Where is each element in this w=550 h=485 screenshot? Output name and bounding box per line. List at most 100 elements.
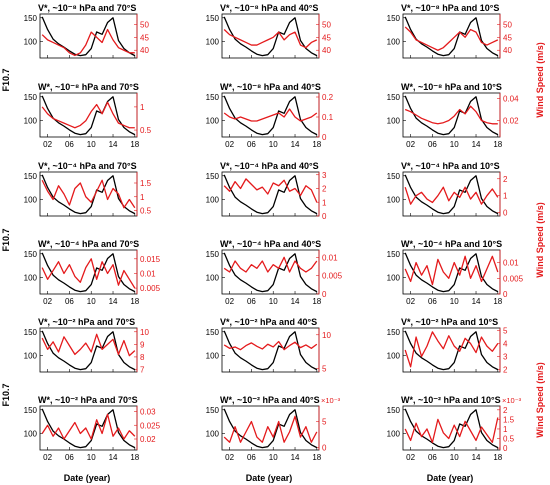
left-tick-label: 150 [206,406,220,415]
panel-title: W*, ~10⁻⁴ hPa and 70°S [38,239,139,249]
wind-speed-line [404,331,499,368]
left-tick-label: 150 [206,14,220,23]
panel-title: W*, ~10⁻⁸ hPa and 10°S [401,82,502,92]
right-tick-label: 1 [322,198,327,207]
x-tick-label: 18 [493,140,502,149]
left-tick-label: 150 [387,14,401,23]
left-tick-label: 100 [24,195,38,204]
x-tick-label: 06 [428,453,437,462]
left-tick-label: 150 [24,14,38,23]
panel-r5-c2: V*, ~10⁻² hPa and 40°S 100 150 5 10 [206,317,332,374]
x-tick-label: 14 [291,453,300,462]
f107-line [223,174,318,215]
f107-line [404,174,499,215]
panel-title: W*, ~10⁻² hPa and 10°S [401,395,501,405]
x-tick-label: 14 [291,140,300,149]
right-tick-label: 0 [503,290,508,299]
x-tick-label: 02 [43,297,52,306]
panel-r3-c3: V*, ~10⁻⁴ hPa and 10°S 100 150 0 1 2 [387,161,508,218]
x-tick-label: 18 [493,453,502,462]
x-tick-label: 18 [312,453,321,462]
right-tick-label: 0.01 [503,259,519,268]
left-tick-label: 100 [387,273,401,282]
f107-line [223,95,318,136]
right-tick-label: 0 [503,209,508,218]
panel-r6-c1: W*, ~10⁻² hPa and 70°S 100 150 0.02 0.025 0.0… [24,395,161,462]
x-tick-label: 02 [225,453,234,462]
left-tick-label: 150 [24,172,38,181]
right-tick-label: 1.5 [503,415,515,424]
panel-r3-c2: V*, ~10⁻⁴ hPa and 40°S 100 150 0 1 2 3 [206,161,327,221]
x-tick-label: 02 [406,140,415,149]
left-tick-label: 100 [387,116,401,125]
wind-speed-line [404,186,499,205]
x-tick-label: 02 [225,297,234,306]
left-tick-label: 100 [206,116,220,125]
x-tick-label: 06 [428,140,437,149]
x-tick-label: 10 [87,140,96,149]
right-tick-label: 0.005 [503,274,524,283]
right-tick-label: 1 [503,192,508,201]
right-tick-label: 0.02 [140,435,156,444]
f107-line [404,330,499,371]
wind-speed-line [41,101,135,129]
right-tick-label: 40 [503,46,512,55]
panel-r1-c2: V*, ~10⁻⁸ hPa and 40°S 100 150 40 45 50 [206,3,331,59]
right-tick-label: 9 [140,340,145,349]
left-tick-label: 150 [387,172,401,181]
wind-speed-line [404,26,499,51]
x-tick-label: 10 [450,140,459,149]
right-tick-label: 0.5 [140,126,152,135]
panel-r6-c2: W*, ~10⁻² hPa and 40°S 100 150 0 5 02 06 10 14 18… [206,395,341,462]
panel-title: V*, ~10⁻⁸ hPa and 10°S [401,3,499,13]
left-tick-label: 100 [387,37,401,46]
x-tick-label: 14 [472,453,481,462]
x-tick-label: 18 [130,297,139,306]
left-tick-label: 150 [24,93,38,102]
panel-title: V*, ~10⁻⁴ hPa and 10°S [401,161,500,171]
panel-r2-c3: W*, ~10⁻⁸ hPa and 10°S 100 150 0.02 0.04 02 06… [387,82,519,149]
wind-speed-line [41,258,136,289]
panel-r4-c1: W*, ~10⁻⁴ hPa and 70°S 100 150 0.005 0.01 0.0… [24,239,161,306]
right-tick-label: 10 [140,328,149,337]
left-tick-label: 100 [24,351,38,360]
left-tick-label: 150 [206,250,220,259]
f107-line [223,330,318,371]
right-tick-label: 0.5 [140,207,152,216]
f107-line [404,408,499,449]
panel-title: V*, ~10⁻⁸ hPa and 70°S [38,3,136,13]
f107-line [41,16,136,57]
panel-title: W*, ~10⁻⁸ hPa and 40°S [220,82,321,92]
right-tick-label: 1 [503,425,508,434]
right-tick-label: 10 [322,331,331,340]
x-tick-label: 10 [87,297,96,306]
left-tick-label: 150 [206,328,220,337]
panel-title: V*, ~10⁻² hPa and 40°S [220,317,317,327]
left-tick-label: 100 [387,351,401,360]
panel-title: V*, ~10⁻⁴ hPa and 40°S [220,161,319,171]
right-ylabel-upper: Wind Speed (m/s) [535,42,545,117]
f107-line [41,174,136,215]
x-tick-label: 02 [406,453,415,462]
x-axis-label-col3: Date (year) [427,473,474,483]
left-tick-label: 100 [206,429,220,438]
panel-title: V*, ~10⁻⁴ hPa and 70°S [38,161,137,171]
right-tick-label: 0.1 [322,113,334,122]
right-tick-label: 0.04 [503,95,519,104]
panel-title: W*, ~10⁻⁸ hPa and 70°S [38,82,139,92]
x-tick-label: 10 [269,297,278,306]
panel-r4-c3: W*, ~10⁻⁴ hPa and 10°S 100 150 0 0.005 0.01 02… [387,239,524,306]
left-tick-label: 100 [206,351,220,360]
left-tick-label: 100 [206,273,220,282]
right-tick-label: 7 [140,365,145,374]
panel-r1-c3: V*, ~10⁻⁸ hPa and 10°S 100 150 40 45 50 [387,3,512,59]
right-tick-label: 0 [322,212,327,221]
right-axis-multiplier: ×10⁻³ [502,396,522,405]
right-tick-label: 40 [322,46,331,55]
left-tick-label: 150 [24,406,38,415]
right-tick-label: 45 [503,33,512,42]
x-tick-label: 14 [472,140,481,149]
right-ylabel-middle: Wind Speed (m/s) [535,202,545,277]
panel-r3-c1: V*, ~10⁻⁴ hPa and 70°S 100 150 0.5 1 1.5 [24,161,152,217]
